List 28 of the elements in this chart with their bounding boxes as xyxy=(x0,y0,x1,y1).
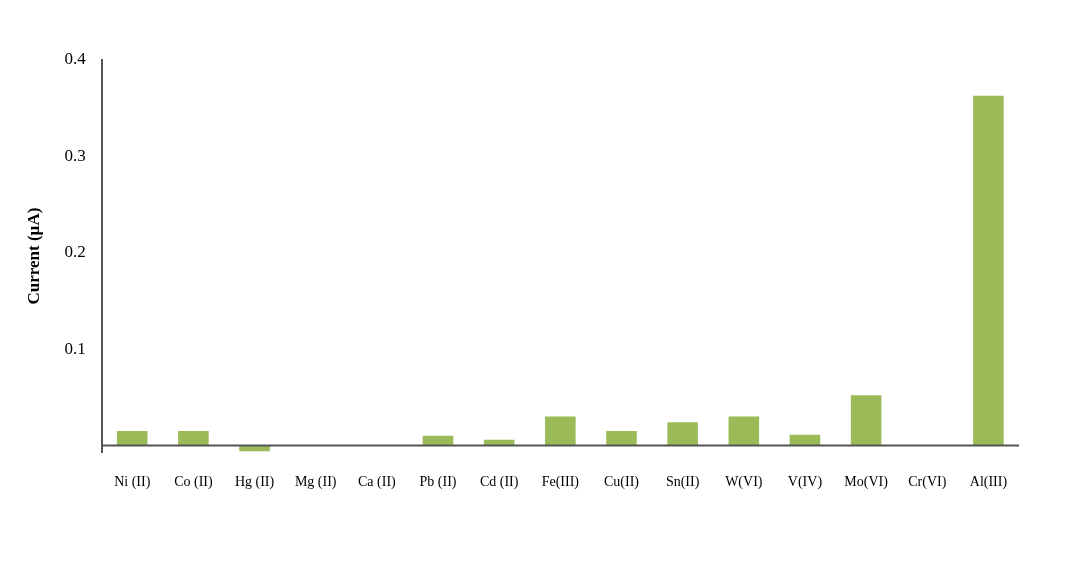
y-axis-title: Current (µA) xyxy=(23,207,43,305)
bar xyxy=(728,416,760,446)
y-tick-label: 0.4 xyxy=(64,49,87,69)
x-tick-label: Cu(II) xyxy=(603,474,640,491)
x-tick-label: Mo(VI) xyxy=(844,474,889,491)
x-tick-label: Pb (II) xyxy=(419,474,457,491)
x-tick-label: Mg (II) xyxy=(294,474,337,491)
x-tick-label: Ni (II) xyxy=(114,474,151,491)
x-tick-label: Co (II) xyxy=(174,474,213,491)
y-tick-label: 0.1 xyxy=(64,338,86,358)
bar xyxy=(973,95,1004,446)
y-tick-label: 0.3 xyxy=(64,145,86,165)
y-tick-label: 0.2 xyxy=(64,242,86,262)
x-tick-label: Cd (II) xyxy=(479,474,519,491)
bar xyxy=(178,431,209,446)
bar xyxy=(850,395,882,446)
x-tick-label: W(VI) xyxy=(725,474,763,491)
x-tick-label: Sn(II) xyxy=(665,474,700,491)
bar xyxy=(606,431,637,446)
x-tick-label: Fe(III) xyxy=(541,474,580,491)
x-tick-label: Ca (II) xyxy=(358,474,397,491)
bar xyxy=(116,431,148,446)
x-tick-label: Al(III) xyxy=(969,474,1008,491)
x-tick-label: V(IV) xyxy=(787,474,823,491)
bar xyxy=(545,416,576,446)
x-tick-label: Hg (II) xyxy=(234,474,275,491)
bar xyxy=(667,422,698,446)
x-tick-label: Cr(VI) xyxy=(908,474,947,491)
